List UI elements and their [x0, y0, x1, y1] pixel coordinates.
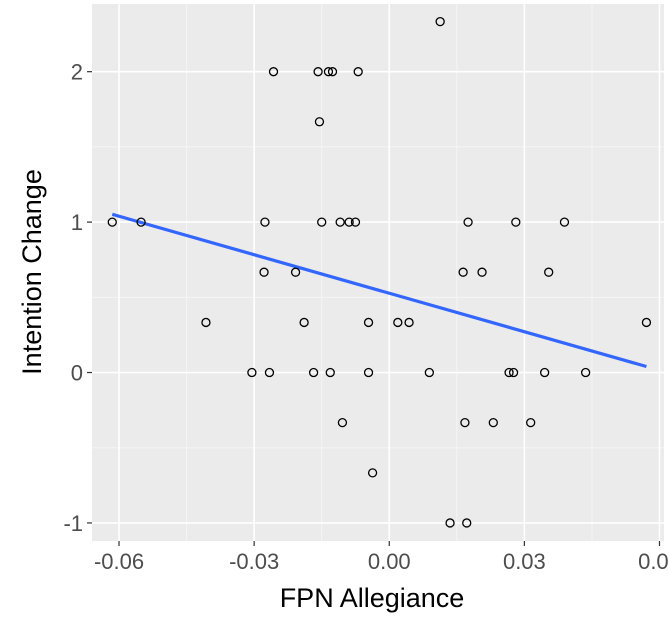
trend-line — [111, 212, 647, 369]
data-point — [290, 267, 301, 277]
x-axis-title: FPN Allegiance — [280, 583, 465, 613]
minor-gridlines — [92, 4, 664, 541]
data-point — [544, 267, 554, 277]
y-axis-ticks: -1 0 1 2 — [63, 60, 92, 536]
data-point — [314, 117, 325, 127]
data-point — [393, 317, 403, 328]
data-point — [327, 67, 338, 77]
data-point — [136, 217, 146, 227]
data-point — [317, 217, 327, 227]
y-tick-label: 1 — [71, 210, 83, 235]
data-point — [323, 67, 334, 77]
data-point — [107, 217, 117, 227]
x-axis-ticks: -0.06 -0.03 0.00 0.03 0.06 — [94, 541, 669, 574]
y-tick-label: -1 — [63, 511, 83, 536]
trend-line-layer — [111, 212, 647, 369]
data-point — [353, 67, 363, 77]
data-point — [325, 367, 335, 378]
data-point — [363, 367, 374, 378]
y-tick-label: 0 — [71, 361, 83, 386]
data-point — [424, 367, 434, 378]
data-point — [539, 367, 550, 378]
data-point — [641, 317, 652, 328]
data-point — [488, 417, 498, 428]
data-point — [511, 217, 521, 227]
data-point — [445, 518, 455, 528]
data-point — [350, 217, 361, 227]
data-point — [335, 217, 345, 227]
data-point — [259, 267, 269, 277]
data-point — [268, 67, 279, 77]
data-point — [264, 367, 275, 378]
data-point — [363, 317, 374, 328]
plot-panel — [92, 4, 664, 541]
data-point — [504, 367, 514, 378]
y-tick-label: 2 — [71, 60, 83, 85]
data-point — [508, 367, 519, 378]
x-tick-label: -0.06 — [94, 549, 144, 574]
data-point — [435, 16, 445, 27]
major-gridlines — [92, 4, 664, 541]
data-point — [260, 217, 270, 227]
data-point — [313, 67, 323, 77]
data-point — [580, 367, 591, 378]
data-point — [367, 468, 378, 478]
x-tick-label: 0.00 — [368, 549, 411, 574]
data-point — [526, 417, 536, 428]
data-point — [462, 518, 472, 528]
data-point — [404, 317, 414, 328]
x-tick-label: 0.06 — [638, 549, 669, 574]
data-point — [463, 217, 473, 227]
data-point — [460, 417, 470, 428]
data-point — [477, 267, 487, 277]
data-point — [344, 217, 354, 227]
data-point — [458, 267, 468, 277]
data-point — [247, 367, 257, 378]
data-point — [299, 317, 309, 328]
data-point — [559, 217, 570, 227]
x-tick-label: -0.03 — [229, 549, 279, 574]
data-point — [308, 367, 319, 378]
data-point — [201, 317, 211, 328]
points-layer — [107, 16, 652, 528]
x-tick-label: 0.03 — [503, 549, 546, 574]
data-point — [337, 417, 348, 428]
y-axis-title: Intention Change — [17, 169, 47, 375]
